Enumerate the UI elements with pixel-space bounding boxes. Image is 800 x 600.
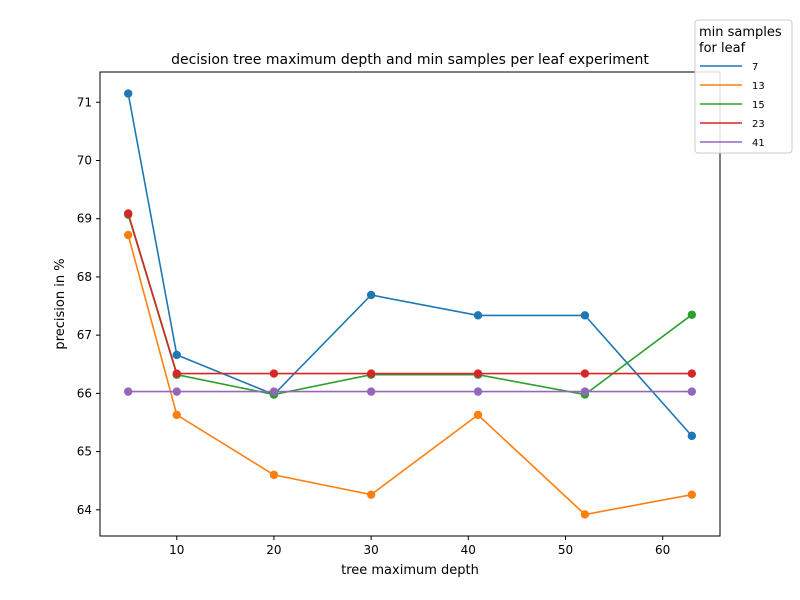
data-point-41	[687, 387, 697, 396]
data-point-41	[172, 387, 181, 396]
y-tick-label: 64	[77, 503, 92, 517]
x-tick-label: 30	[363, 543, 378, 557]
data-point-7	[123, 89, 133, 98]
y-tick-label: 68	[77, 270, 92, 284]
x-axis: 10 20 30 40 50 60	[169, 536, 670, 557]
data-point-7	[687, 431, 697, 441]
data-point-41	[366, 387, 376, 396]
legend-title-line-2: for leaf	[699, 41, 746, 56]
legend-entries: 7 13 15 23 41	[700, 62, 765, 149]
plot-frame	[99, 71, 721, 537]
y-tick-label: 69	[77, 212, 92, 226]
legend-title-line-1: min samples	[699, 25, 782, 40]
data-point-23	[172, 369, 181, 378]
y-tick-label: 67	[77, 328, 92, 342]
y-axis: 64 65 66 67 68 69 70 71	[77, 95, 100, 517]
legend-label-7: 7	[752, 62, 758, 73]
legend: min samples for leaf 7 13 15 23 41	[694, 19, 793, 154]
data-point-13	[473, 410, 483, 420]
y-tick-label: 71	[77, 95, 92, 109]
x-tick-label: 10	[169, 543, 184, 557]
data-point-13	[687, 490, 697, 499]
data-point-23	[687, 369, 697, 378]
data-point-13	[580, 510, 590, 519]
data-point-13	[172, 410, 181, 420]
data-point-7	[473, 311, 483, 320]
x-axis-label: tree maximum depth	[341, 563, 479, 578]
data-point-13	[269, 470, 279, 480]
series-layer	[123, 89, 697, 519]
series-line-15	[127, 214, 693, 396]
data-point-15	[687, 310, 697, 319]
data-point-23	[366, 369, 376, 378]
y-tick-label: 70	[77, 153, 92, 167]
legend-label-41: 41	[752, 138, 765, 149]
x-tick-label: 40	[461, 543, 476, 557]
series-line-23	[127, 213, 692, 375]
x-tick-label: 60	[655, 543, 670, 557]
data-point-13	[366, 490, 376, 499]
data-point-23	[269, 369, 279, 378]
legend-box	[694, 19, 793, 154]
data-point-41	[269, 387, 279, 396]
x-tick-label: 20	[266, 543, 281, 557]
legend-label-15: 15	[752, 100, 765, 111]
data-point-23	[473, 369, 483, 378]
series-line-7	[127, 93, 693, 437]
y-tick-label: 65	[77, 445, 92, 459]
data-point-41	[123, 387, 133, 396]
data-point-7	[172, 350, 181, 360]
data-point-7	[366, 290, 376, 300]
y-axis-label: precision in %	[53, 258, 68, 349]
data-point-41	[580, 387, 590, 396]
data-point-23	[580, 369, 590, 378]
data-point-13	[123, 230, 133, 240]
data-point-7	[580, 311, 590, 320]
legend-label-23: 23	[752, 119, 765, 130]
x-tick-label: 50	[558, 543, 573, 557]
data-point-23	[123, 209, 133, 218]
y-tick-label: 66	[77, 386, 92, 400]
chart-title: decision tree maximum depth and min samp…	[171, 52, 649, 68]
legend-label-13: 13	[752, 81, 765, 92]
plot-area	[99, 71, 721, 537]
data-point-41	[473, 387, 483, 396]
